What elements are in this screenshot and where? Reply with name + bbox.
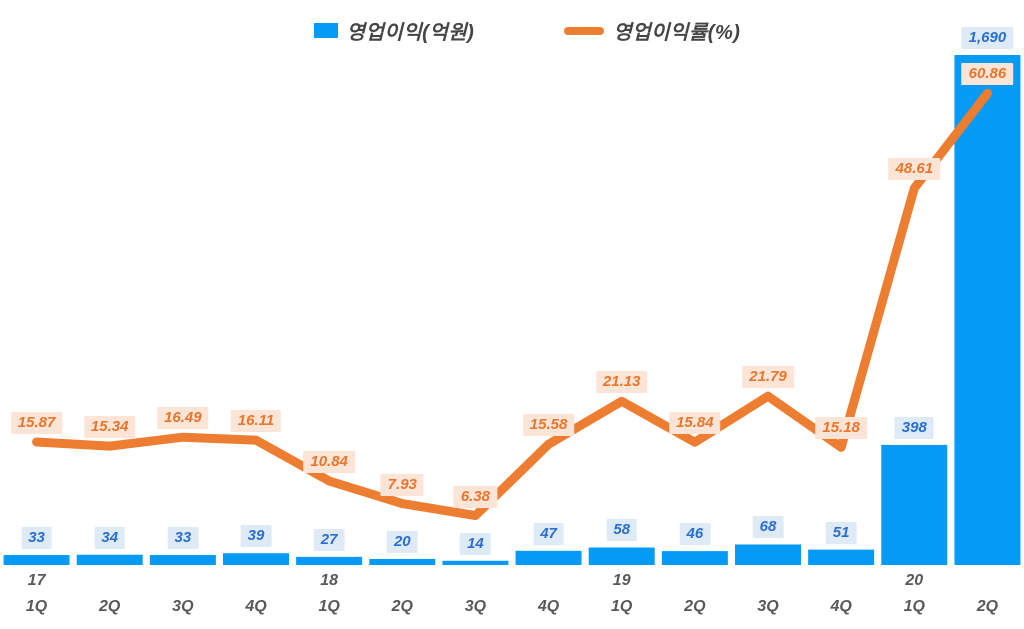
bar-3Q: [149, 555, 216, 565]
bar-2Q: [76, 554, 143, 565]
legend-item-operating-profit: 영업이익(억원): [313, 16, 475, 45]
bar-series-swatch-icon: [313, 23, 338, 38]
bar-2Q: [369, 558, 436, 565]
legend-item-operating-margin: 영업이익률(%): [564, 16, 740, 45]
bar-4Q: [515, 550, 582, 565]
bar-1Q20: [881, 444, 948, 565]
bar-2Q: [954, 55, 1021, 565]
bar-3Q: [442, 560, 509, 565]
legend-label-operating-profit: 영업이익(억원): [346, 22, 475, 44]
legend: 영업이익(억원) 영업이익률(%): [30, 16, 1024, 45]
bar-2Q: [661, 551, 728, 565]
bar-4Q: [808, 549, 875, 565]
bar-1Q17: [3, 555, 70, 565]
legend-label-operating-margin: 영업이익률(%): [613, 22, 741, 44]
margin-line: [32, 88, 992, 521]
bar-1Q18: [296, 556, 363, 565]
line-series-swatch-icon: [564, 26, 605, 35]
bar-4Q: [223, 553, 289, 565]
bar-3Q: [735, 544, 801, 565]
bar-1Q19: [588, 547, 655, 565]
